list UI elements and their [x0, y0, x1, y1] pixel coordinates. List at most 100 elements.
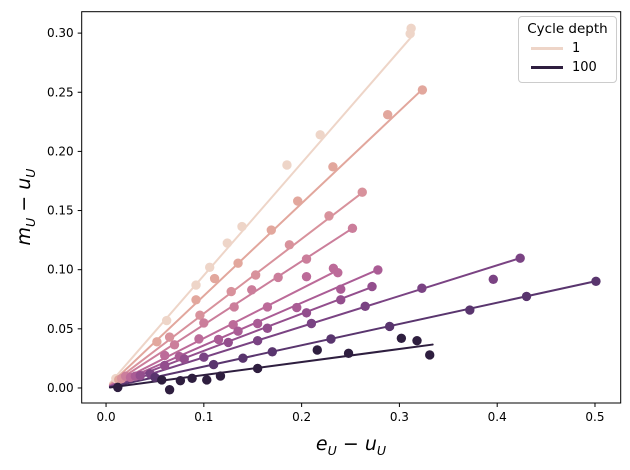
y-axis-label: mU − uU: [13, 168, 38, 246]
series-6-point: [252, 318, 263, 329]
legend-line-swatch-1: [531, 47, 563, 50]
series-3-point: [164, 332, 175, 342]
series-9-point: [591, 276, 601, 286]
series-7-point: [336, 295, 346, 305]
series-2-point: [293, 196, 303, 206]
series-7-fit-line: [108, 285, 375, 388]
series-2-point: [191, 295, 201, 305]
series-4-point: [247, 285, 257, 295]
series-6-point: [292, 302, 302, 313]
series-10-point: [157, 375, 167, 385]
series-4-point: [229, 302, 239, 312]
series-5-point: [160, 350, 170, 361]
series-8-point: [306, 318, 317, 329]
series-3-point: [195, 310, 205, 320]
series-9-point: [465, 305, 475, 315]
y-tick-label: 0.05: [47, 322, 74, 336]
y-tick-label: 0.25: [47, 85, 74, 99]
series-10-point: [312, 345, 322, 355]
series-5-point: [228, 319, 238, 330]
y-tick-label: 0.30: [47, 26, 74, 40]
series-1-point: [222, 238, 233, 248]
series-10-point: [396, 333, 407, 343]
series-5-point: [333, 267, 343, 278]
series-2-point: [233, 258, 243, 268]
y-tick-label: 0.10: [47, 263, 74, 277]
series-10-point: [164, 385, 175, 395]
series-8-point: [252, 335, 263, 346]
series-3-point: [324, 211, 334, 221]
series-6-fit-line: [108, 268, 379, 388]
series-10-point: [343, 348, 354, 359]
series-6-point: [233, 326, 243, 336]
series-5-point: [262, 302, 273, 312]
legend-line-swatch-100: [531, 66, 563, 69]
series-3-point: [284, 240, 295, 250]
series-9-point: [326, 334, 336, 344]
series-9-point: [208, 359, 219, 370]
x-tick-label: 0.0: [97, 410, 116, 424]
series-7-point: [135, 370, 145, 381]
legend-title: Cycle depth: [527, 21, 608, 37]
series-8-point: [360, 301, 370, 312]
series-1-point: [406, 23, 416, 34]
series-10-point: [113, 382, 123, 393]
x-tick-label: 0.5: [585, 410, 604, 424]
series-5-point: [301, 271, 312, 282]
series-6-point: [213, 334, 224, 345]
series-7-point: [367, 281, 377, 292]
series-1-point: [205, 262, 215, 273]
series-4-point: [169, 340, 180, 350]
series-8-point: [488, 274, 498, 284]
series-1-point: [237, 221, 247, 232]
series-6-point: [336, 284, 346, 294]
series-7-point: [301, 308, 312, 318]
series-10-point: [187, 373, 197, 383]
x-tick-label: 0.3: [390, 410, 409, 424]
series-3-point: [250, 270, 261, 280]
x-tick-label: 0.1: [194, 410, 213, 424]
series-9-point: [238, 353, 248, 363]
series-4-point: [347, 223, 358, 233]
y-tick-label: 0.00: [47, 381, 74, 395]
series-2-point: [209, 273, 220, 284]
legend-entry-label: 100: [572, 60, 597, 75]
series-1-point: [191, 280, 201, 290]
series-9-point: [521, 291, 532, 302]
series-4-point: [199, 318, 209, 328]
y-tick-label: 0.15: [47, 204, 74, 218]
series-2-point: [152, 337, 162, 347]
series-7-point: [160, 360, 170, 371]
series-5-fit-line: [108, 268, 340, 387]
series-2-point: [328, 162, 338, 172]
series-2-fit-line: [108, 88, 424, 386]
series-10-point: [202, 375, 212, 385]
x-axis-label: eU − uU: [315, 433, 387, 458]
x-tick-label: 0.4: [488, 410, 507, 424]
series-10-point: [175, 375, 186, 386]
series-1-fit-line: [108, 35, 414, 385]
series-8-point: [417, 283, 427, 293]
series-2-point: [382, 110, 393, 120]
series-7-point: [262, 323, 273, 333]
series-9-fit-line: [108, 280, 597, 389]
series-2-point: [417, 85, 428, 95]
legend-entry: 1: [525, 39, 610, 58]
series-3-fit-line: [108, 190, 365, 387]
series-10-point: [252, 363, 263, 374]
series-9-point: [384, 321, 395, 332]
legend-entry: 100: [525, 58, 610, 77]
series-5-point: [194, 334, 204, 344]
y-tick-label: 0.20: [47, 144, 74, 158]
legend: Cycle depth 1 100: [518, 16, 617, 83]
series-8-point: [199, 352, 209, 362]
series-7-point: [179, 354, 189, 364]
series-1-point: [161, 315, 172, 326]
series-10-point: [425, 350, 435, 360]
series-7-point: [223, 337, 233, 348]
series-3-point: [357, 187, 367, 197]
series-3-point: [226, 286, 236, 297]
series-6-point: [373, 265, 383, 275]
